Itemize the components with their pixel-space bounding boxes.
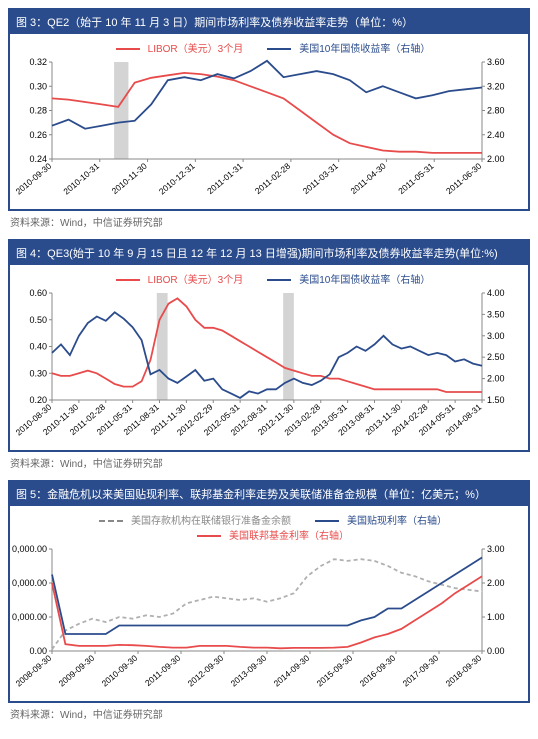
- svg-text:10,000.00: 10,000.00: [12, 612, 47, 622]
- svg-text:2014-09-30: 2014-09-30: [272, 653, 312, 689]
- chart4-body: LIBOR（美元）3个月美国10年国债收益率（右轴） 0.200.300.400…: [10, 265, 528, 450]
- svg-text:30,000.00: 30,000.00: [12, 544, 47, 554]
- chart5-source: 资料来源：Wind，中信证券研究部: [10, 706, 530, 721]
- svg-text:2010-09-30: 2010-09-30: [100, 653, 140, 689]
- svg-text:2.40: 2.40: [487, 130, 505, 140]
- svg-text:4.00: 4.00: [487, 288, 505, 298]
- chart5-title: 图 5：金融危机以来美国贴现利率、联邦基金利率走势及美联储准备金规模（单位：亿美…: [10, 482, 528, 506]
- chart4-panel: 图 4：QE3(始于 10 年 9 月 15 日且 12 年 12 月 13 日…: [8, 239, 530, 452]
- svg-text:0.30: 0.30: [29, 81, 47, 91]
- svg-text:2013-09-30: 2013-09-30: [229, 653, 269, 689]
- svg-text:2015-09-30: 2015-09-30: [315, 653, 355, 689]
- svg-text:2.80: 2.80: [487, 106, 505, 116]
- svg-text:2018-09-30: 2018-09-30: [444, 653, 484, 689]
- svg-text:0.26: 0.26: [29, 130, 47, 140]
- svg-text:2016-09-30: 2016-09-30: [358, 653, 398, 689]
- svg-text:2010-11-30: 2010-11-30: [110, 161, 149, 196]
- svg-text:3.20: 3.20: [487, 81, 505, 91]
- chart3-title: 图 3：QE2（始于 10 年 11 月 3 日）期间市场利率及债券收益率走势（…: [10, 10, 528, 34]
- svg-text:0.30: 0.30: [29, 368, 47, 378]
- svg-text:0.60: 0.60: [29, 288, 47, 298]
- chart3-legend: LIBOR（美元）3个月美国10年国债收益率（右轴）: [12, 40, 526, 55]
- chart3-body: LIBOR（美元）3个月美国10年国债收益率（右轴） 0.240.260.280…: [10, 34, 528, 209]
- svg-text:2009-09-30: 2009-09-30: [57, 653, 97, 689]
- svg-text:2011-03-31: 2011-03-31: [301, 161, 340, 196]
- svg-text:2.50: 2.50: [487, 352, 505, 362]
- chart4-source: 资料来源：Wind，中信证券研究部: [10, 455, 530, 470]
- svg-text:2012-09-30: 2012-09-30: [186, 653, 226, 689]
- svg-text:2011-05-31: 2011-05-31: [396, 161, 435, 196]
- svg-text:2011-04-30: 2011-04-30: [348, 161, 387, 196]
- svg-text:2010-12-31: 2010-12-31: [157, 161, 197, 197]
- chart5-panel: 图 5：金融危机以来美国贴现利率、联邦基金利率走势及美联储准备金规模（单位：亿美…: [8, 480, 530, 703]
- svg-text:2017-09-30: 2017-09-30: [401, 653, 441, 689]
- svg-text:0.40: 0.40: [29, 342, 47, 352]
- svg-text:0.50: 0.50: [29, 315, 47, 325]
- svg-text:2010-10-31: 2010-10-31: [61, 161, 101, 197]
- chart3-panel: 图 3：QE2（始于 10 年 11 月 3 日）期间市场利率及债券收益率走势（…: [8, 8, 530, 211]
- chart4-svg: 0.200.300.400.500.601.502.002.503.003.50…: [12, 288, 522, 448]
- svg-text:2011-02-28: 2011-02-28: [253, 161, 292, 196]
- svg-text:2.00: 2.00: [487, 154, 505, 164]
- svg-text:3.50: 3.50: [487, 309, 505, 319]
- svg-text:2.00: 2.00: [487, 578, 505, 588]
- svg-text:0.28: 0.28: [29, 106, 47, 116]
- svg-text:3.00: 3.00: [487, 544, 505, 554]
- chart4-legend: LIBOR（美元）3个月美国10年国债收益率（右轴）: [12, 271, 526, 286]
- chart5-svg: 0.0010,000.0020,000.0030,000.000.001.002…: [12, 544, 522, 699]
- chart5-legend: 美国存款机构在联储银行准备金余额美国贴现利率（右轴）美国联邦基金利率（右轴）: [12, 512, 526, 542]
- svg-text:2011-01-31: 2011-01-31: [205, 161, 244, 196]
- svg-text:0.00: 0.00: [487, 646, 505, 656]
- chart3-source: 资料来源：Wind，中信证券研究部: [10, 214, 530, 229]
- svg-text:2008-09-30: 2008-09-30: [14, 653, 54, 689]
- chart4-title: 图 4：QE3(始于 10 年 9 月 15 日且 12 年 12 月 13 日…: [10, 241, 528, 265]
- svg-text:1.50: 1.50: [487, 395, 505, 405]
- svg-text:3.60: 3.60: [487, 57, 505, 67]
- chart5-body: 美国存款机构在联储银行准备金余额美国贴现利率（右轴）美国联邦基金利率（右轴） 0…: [10, 506, 528, 701]
- svg-text:3.00: 3.00: [487, 331, 505, 341]
- svg-text:2011-09-30: 2011-09-30: [143, 653, 182, 688]
- chart3-svg: 0.240.260.280.300.322.002.402.803.203.60…: [12, 57, 522, 207]
- svg-text:0.32: 0.32: [29, 57, 47, 67]
- svg-text:20,000.00: 20,000.00: [12, 578, 47, 588]
- svg-text:2011-06-30: 2011-06-30: [444, 161, 483, 196]
- svg-text:2010-09-30: 2010-09-30: [14, 161, 54, 197]
- svg-text:1.00: 1.00: [487, 612, 505, 622]
- svg-text:2.00: 2.00: [487, 374, 505, 384]
